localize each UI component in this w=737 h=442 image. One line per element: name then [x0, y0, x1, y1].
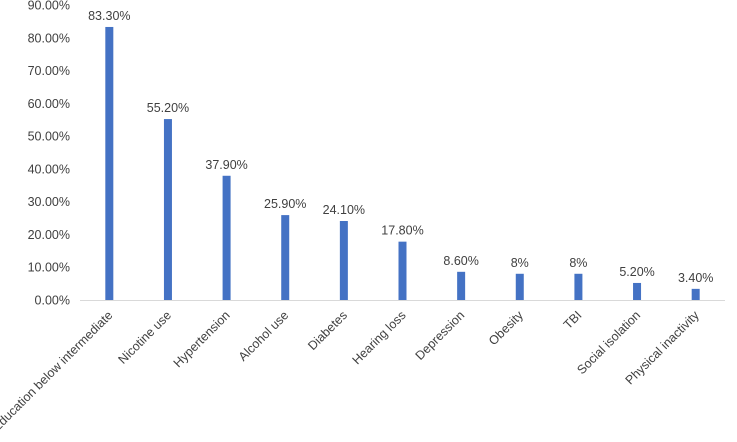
x-tick-label: TBI [561, 308, 585, 332]
data-label: 55.20% [147, 101, 189, 115]
bar [515, 273, 524, 300]
x-tick-label: Nicotine use [116, 308, 175, 367]
data-label: 8% [569, 256, 587, 270]
y-axis: 0.00% 10.00% 20.00% 30.00% 40.00% 50.00% 60.00… [28, 0, 70, 308]
data-label: 83.30% [88, 9, 130, 23]
bar [691, 288, 700, 300]
data-label: 37.90% [205, 158, 247, 172]
bar [457, 271, 466, 300]
x-tick-label: Obesity [486, 308, 526, 348]
x-tick-label: Hearing loss [350, 308, 409, 367]
y-tick-label: 30.00% [28, 195, 70, 209]
y-tick-label: 10.00% [28, 261, 70, 275]
bars [105, 26, 700, 300]
data-label: 3.40% [678, 271, 713, 285]
bar [574, 273, 583, 300]
bar [163, 119, 172, 300]
data-label: 17.80% [381, 224, 423, 238]
y-tick-label: 50.00% [28, 130, 70, 144]
bar [105, 26, 114, 300]
data-label: 24.10% [323, 203, 365, 217]
data-labels: 83.30% 55.20% 37.90% 25.90% 24.10% 17.80% 8.60… [88, 9, 713, 285]
x-tick-label: Alcohol use [236, 308, 292, 364]
y-tick-label: 90.00% [28, 0, 70, 13]
data-label: 8.60% [443, 254, 478, 268]
data-label: 25.90% [264, 197, 306, 211]
x-tick-label: Diabetes [305, 308, 350, 353]
data-label: 8% [511, 256, 529, 270]
y-tick-label: 40.00% [28, 162, 70, 176]
bar [281, 215, 290, 300]
y-tick-label: 70.00% [28, 64, 70, 78]
x-tick-label: Hypertension [171, 308, 233, 370]
bar [398, 241, 407, 300]
y-tick-label: 80.00% [28, 31, 70, 45]
data-label: 5.20% [619, 265, 654, 279]
bar [222, 175, 231, 300]
bar [339, 221, 348, 300]
x-axis: Education below intermediate Nicotine use… [0, 308, 702, 434]
y-tick-label: 0.00% [35, 294, 70, 308]
x-tick-label: Depression [413, 308, 468, 363]
x-tick-label: Education below intermediate [0, 308, 115, 434]
y-tick-label: 60.00% [28, 97, 70, 111]
y-tick-label: 20.00% [28, 228, 70, 242]
bar [633, 282, 642, 300]
